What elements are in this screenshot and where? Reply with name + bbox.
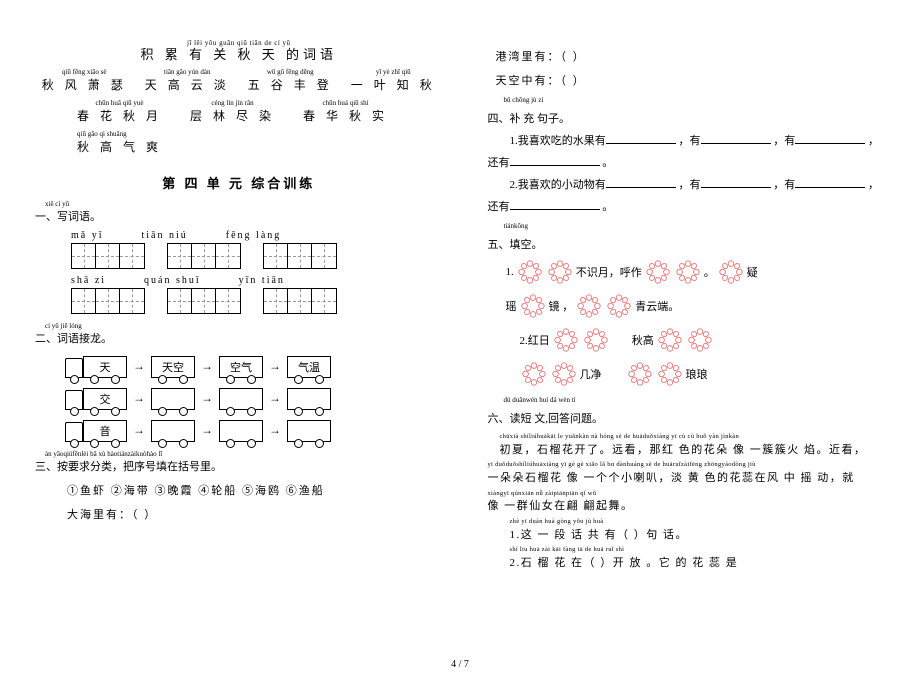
tian-grid[interactable] bbox=[167, 288, 241, 314]
left-column: jī lěi yǒu guān qiū tiān de cí yǔ 积 累 有 … bbox=[35, 40, 443, 573]
accum-title-hz: 积 累 有 关 秋 天 的词语 bbox=[35, 48, 443, 62]
flower-line-3[interactable]: 2.红日 秋高 bbox=[520, 326, 886, 354]
arrow-icon: → bbox=[201, 359, 213, 374]
flower-blank-icon[interactable] bbox=[546, 258, 574, 286]
tian-grid[interactable] bbox=[71, 288, 145, 314]
tian-grid[interactable] bbox=[167, 243, 241, 269]
flower-blank-icon[interactable] bbox=[550, 360, 578, 388]
flower-line-4[interactable]: 几净 琅琅 bbox=[520, 360, 886, 388]
flower-blank-icon[interactable] bbox=[626, 360, 654, 388]
answer-line[interactable]: 天空中有：（ ） bbox=[496, 72, 886, 88]
arrow-icon: → bbox=[201, 423, 213, 438]
tian-grid[interactable] bbox=[263, 243, 337, 269]
section-3: àn yāoqiúfēnlèi bǎ xù hàotiánzàikuòhào l… bbox=[35, 450, 443, 522]
idiom-row-3: qiū gāo qì shuǎng 秋 高 气 爽 bbox=[77, 130, 443, 155]
grid-row-1 bbox=[71, 243, 443, 269]
section-1: xiě cí yǔ 一、写词语。 mǎ yǐ tiān niú fēng làn… bbox=[35, 200, 443, 314]
grid-row-2 bbox=[71, 288, 443, 314]
flower-blank-icon[interactable] bbox=[552, 326, 580, 354]
passage-line: chūxià shíliúhuākāi le yuǎnkàn nà hóng s… bbox=[500, 432, 886, 458]
page-number: 4 / 7 bbox=[0, 659, 920, 670]
question-line[interactable]: shí liu huā zài kāi fàng tā de huā ruǐ s… bbox=[510, 545, 886, 571]
accum-title: jī lěi yǒu guān qiū tiān de cí yǔ 积 累 有 … bbox=[35, 40, 443, 62]
section-6: dú duǎnwén huí dá wèn tí 六、读短 文,回答问题。 ch… bbox=[478, 396, 886, 571]
flower-blank-icon[interactable] bbox=[674, 258, 702, 286]
arrow-icon: → bbox=[269, 359, 281, 374]
flower-blank-icon[interactable] bbox=[717, 258, 745, 286]
truck-chain-1: 天→ 天空→ 空气→ 气温 bbox=[65, 356, 443, 378]
flower-blank-icon[interactable] bbox=[516, 258, 544, 286]
flower-blank-icon[interactable] bbox=[686, 326, 714, 354]
tian-grid[interactable] bbox=[71, 243, 145, 269]
passage-line: yī duǒduǒshíliúhuāxiàng yī gè gè xiǎo lǎ… bbox=[488, 460, 886, 486]
arrow-icon: → bbox=[133, 423, 145, 438]
fill-line[interactable]: 还有 。 bbox=[488, 198, 886, 214]
flower-line-2[interactable]: 瑶 镜 ， 青云端。 bbox=[506, 292, 886, 320]
question-line[interactable]: zhè yī duàn huà gòng yǒu jù huà 1.这 一 段 … bbox=[510, 517, 886, 543]
answer-line[interactable]: 大海里有：（ ） bbox=[67, 506, 443, 522]
flower-blank-icon[interactable] bbox=[644, 258, 672, 286]
flower-blank-icon[interactable] bbox=[575, 292, 603, 320]
fill-line[interactable]: 1.我喜欢吃的水果有 ，有 ，有 ， bbox=[510, 132, 886, 148]
right-column: 港湾里有：（ ） 天空中有：（ ） bǔ chōng jù zi 四、补 充 句… bbox=[478, 40, 886, 573]
fill-line[interactable]: 还有 。 bbox=[488, 154, 886, 170]
idiom-row-2: chūn huā qiū yuè春 花 秋 月 céng lín jìn rǎn… bbox=[77, 99, 443, 124]
arrow-icon: → bbox=[269, 423, 281, 438]
flower-blank-icon[interactable] bbox=[520, 360, 548, 388]
idiom-row-1: qiū fēng xiāo sè秋 风 萧 瑟 tiān gāo yún dàn… bbox=[35, 68, 443, 93]
options-line: ①鱼虾 ②海带 ③晚霞 ④轮船 ⑤海鸥 ⑥渔船 bbox=[67, 482, 443, 498]
flower-blank-icon[interactable] bbox=[656, 360, 684, 388]
arrow-icon: → bbox=[133, 359, 145, 374]
answer-line[interactable]: 港湾里有：（ ） bbox=[496, 48, 886, 64]
section-2: cí yǔ jiē lóng 二、词语接龙。 天→ 天空→ 空气→ 气温 交→ … bbox=[35, 322, 443, 442]
pinyin-row-1: mǎ yǐ tiān niú fēng làng bbox=[71, 230, 443, 241]
flower-blank-icon[interactable] bbox=[582, 326, 610, 354]
truck-chain-2: 交→ → → bbox=[65, 388, 443, 410]
arrow-icon: → bbox=[201, 391, 213, 406]
flower-blank-icon[interactable] bbox=[605, 292, 633, 320]
section-4: bǔ chōng jù zi 四、补 充 句子。 1.我喜欢吃的水果有 ，有 ，… bbox=[478, 96, 886, 214]
flower-blank-icon[interactable] bbox=[519, 292, 547, 320]
fill-line[interactable]: 2.我喜欢的小动物有 ，有 ，有 ， bbox=[510, 176, 886, 192]
unit-title: 第 四 单 元 综合训练 bbox=[35, 173, 443, 192]
tian-grid[interactable] bbox=[263, 288, 337, 314]
truck-chain-3: 音→ → → bbox=[65, 420, 443, 442]
passage-line: xiàngyī qúnxiān nǚ zàipiānpiān qǐ wǔ 像 一… bbox=[488, 489, 886, 515]
flower-blank-icon[interactable] bbox=[656, 326, 684, 354]
section-5: tiánkōng 五、填空。 1. 不识月，呼作 。 疑 瑶 bbox=[478, 222, 886, 388]
flower-line-1[interactable]: 1. 不识月，呼作 。 疑 bbox=[506, 258, 886, 286]
arrow-icon: → bbox=[133, 391, 145, 406]
arrow-icon: → bbox=[269, 391, 281, 406]
pinyin-row-2: shā zi quán shuǐ yīn tiān bbox=[71, 275, 443, 286]
